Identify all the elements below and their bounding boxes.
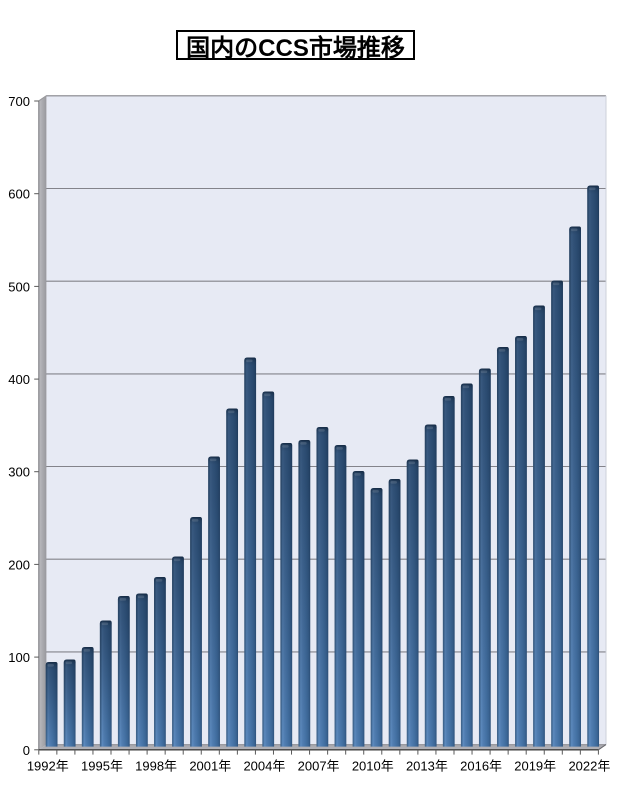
svg-text:2019年: 2019年 xyxy=(514,759,556,774)
svg-text:2016年: 2016年 xyxy=(460,759,502,774)
svg-text:2007年: 2007年 xyxy=(298,759,340,774)
svg-text:600: 600 xyxy=(8,187,30,202)
svg-text:100: 100 xyxy=(8,650,30,665)
svg-text:2013年: 2013年 xyxy=(406,759,448,774)
svg-text:2010年: 2010年 xyxy=(352,759,394,774)
svg-text:400: 400 xyxy=(8,372,30,387)
svg-text:1995年: 1995年 xyxy=(81,759,123,774)
svg-text:2022年: 2022年 xyxy=(568,759,610,774)
svg-text:2004年: 2004年 xyxy=(243,759,285,774)
svg-text:2001年: 2001年 xyxy=(189,759,231,774)
svg-text:200: 200 xyxy=(8,557,30,572)
svg-text:0: 0 xyxy=(23,743,30,758)
svg-text:300: 300 xyxy=(8,465,30,480)
svg-text:500: 500 xyxy=(8,279,30,294)
svg-text:1998年: 1998年 xyxy=(135,759,177,774)
svg-text:1992年: 1992年 xyxy=(27,759,69,774)
svg-text:700: 700 xyxy=(8,94,30,109)
